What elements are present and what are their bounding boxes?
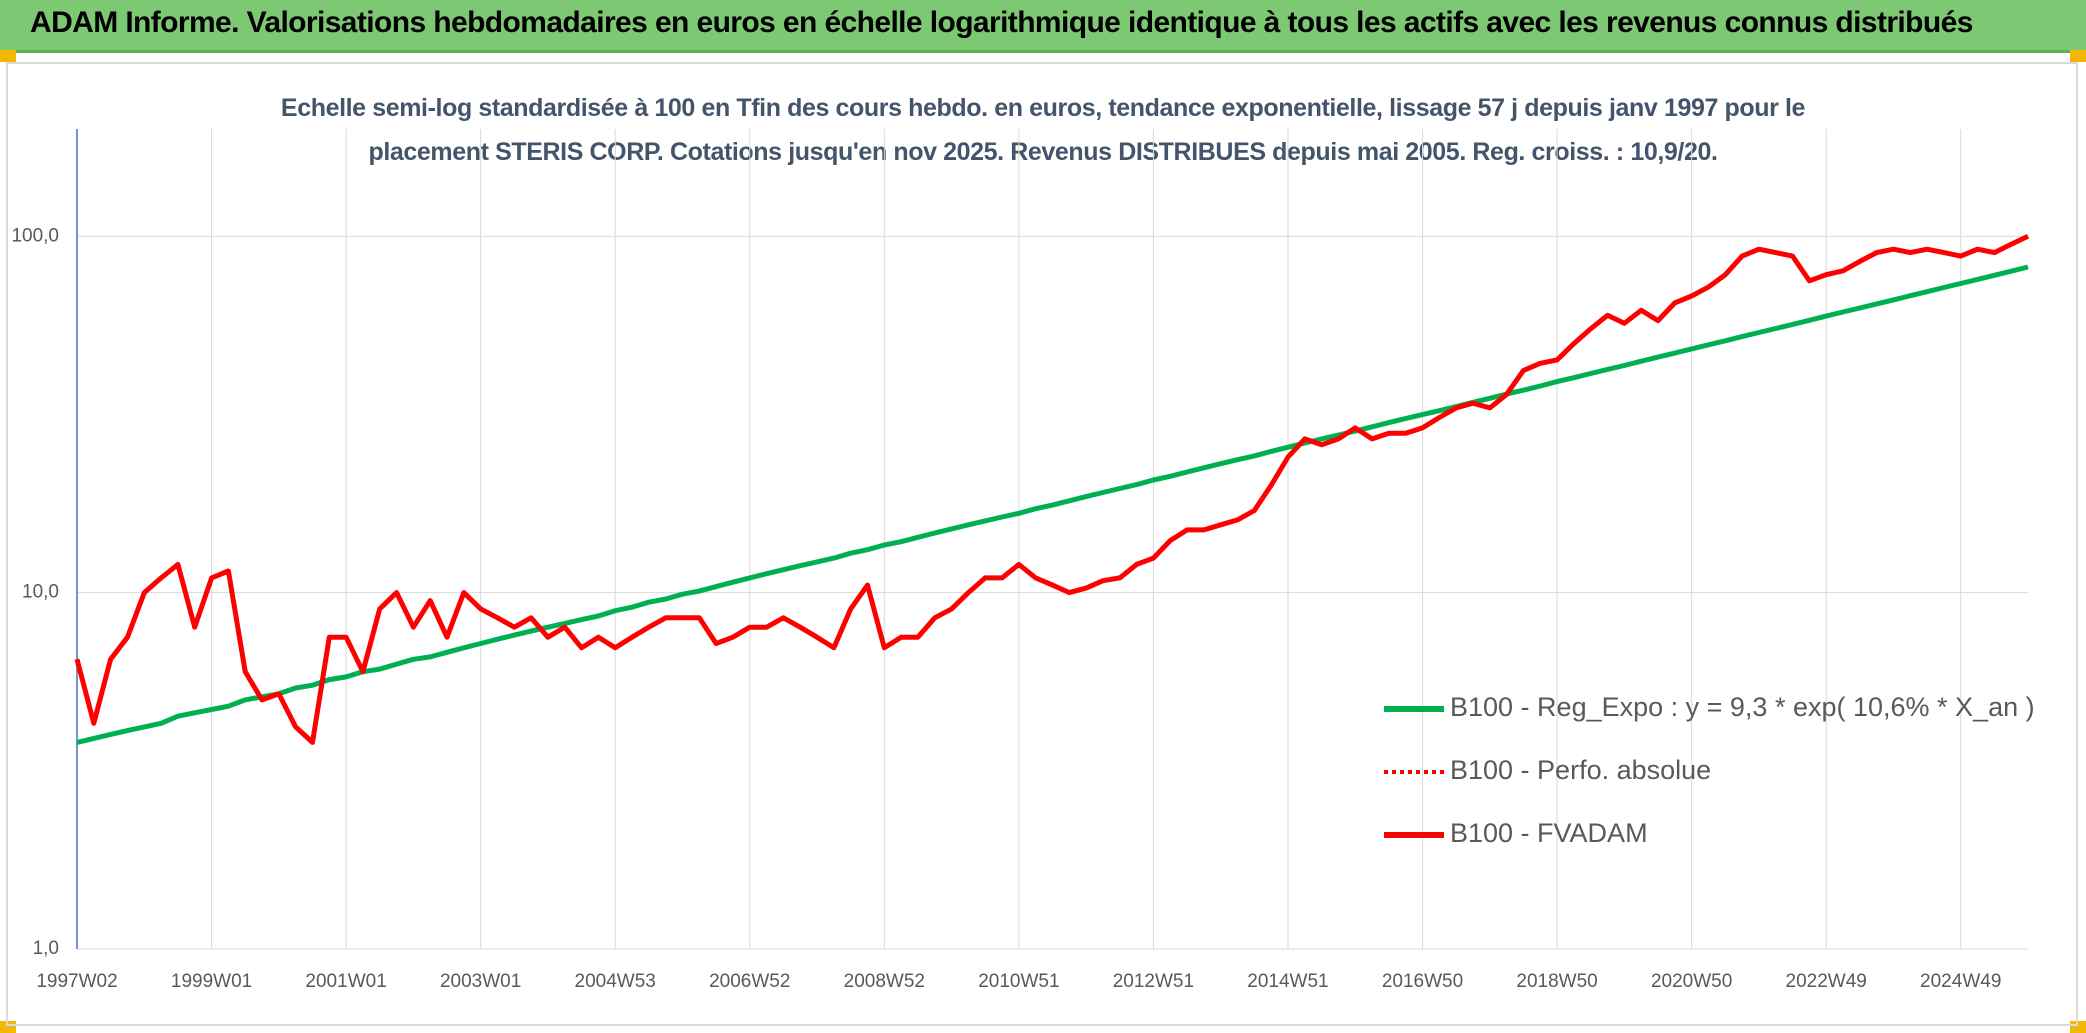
x-tick-label: 2003W01	[440, 971, 521, 992]
x-tick-label: 2022W49	[1786, 971, 1867, 992]
corner	[0, 50, 16, 62]
series-line	[74, 234, 2030, 745]
legend-label: B100 - FVADAM	[1450, 818, 1648, 848]
y-tick-label: 100,0	[11, 225, 59, 246]
series-line	[75, 234, 2029, 744]
subtitle: Echelle semi-log standardisée à 100 en T…	[200, 86, 1886, 174]
x-tick-label: 2012W51	[1113, 971, 1194, 992]
x-tick-label: 2014W51	[1247, 971, 1328, 992]
subtitle-line: Echelle semi-log standardisée à 100 en T…	[280, 94, 1806, 122]
subtitle-line: placement STERIS CORP. Cotations jusqu'e…	[368, 138, 1718, 166]
x-tick-label: 1999W01	[171, 971, 252, 992]
x-tick-label: 1997W02	[36, 971, 117, 992]
x-tick-label: 2020W50	[1651, 971, 1732, 992]
x-tick-label: 2001W01	[305, 971, 386, 992]
x-tick-label: 2006W52	[709, 971, 790, 992]
y-tick-label: 1,0	[33, 938, 59, 959]
x-tick-label: 2008W52	[844, 971, 925, 992]
y-tick-label: 10,0	[22, 582, 59, 603]
chart-title: ADAM Informe. Valorisations hebdomadaire…	[30, 6, 1973, 39]
x-tick-label: 2010W51	[978, 971, 1059, 992]
chart-frame	[6, 62, 2078, 1026]
x-tick-label: 2004W53	[575, 971, 656, 992]
corner	[2070, 50, 2086, 62]
series-line	[76, 264, 2029, 745]
legend-label: B100 - Reg_Expo : y = 9,3 * exp( 10,6% *…	[1450, 692, 2035, 722]
x-tick-label: 2018W50	[1516, 971, 1597, 992]
banner: ADAM Informe. Valorisations hebdomadaire…	[0, 0, 2086, 53]
legend-label: B100 - Perfo. absolue	[1450, 755, 1711, 785]
x-tick-label: 2024W49	[1920, 971, 2001, 992]
x-tick-label: 2016W50	[1382, 971, 1463, 992]
